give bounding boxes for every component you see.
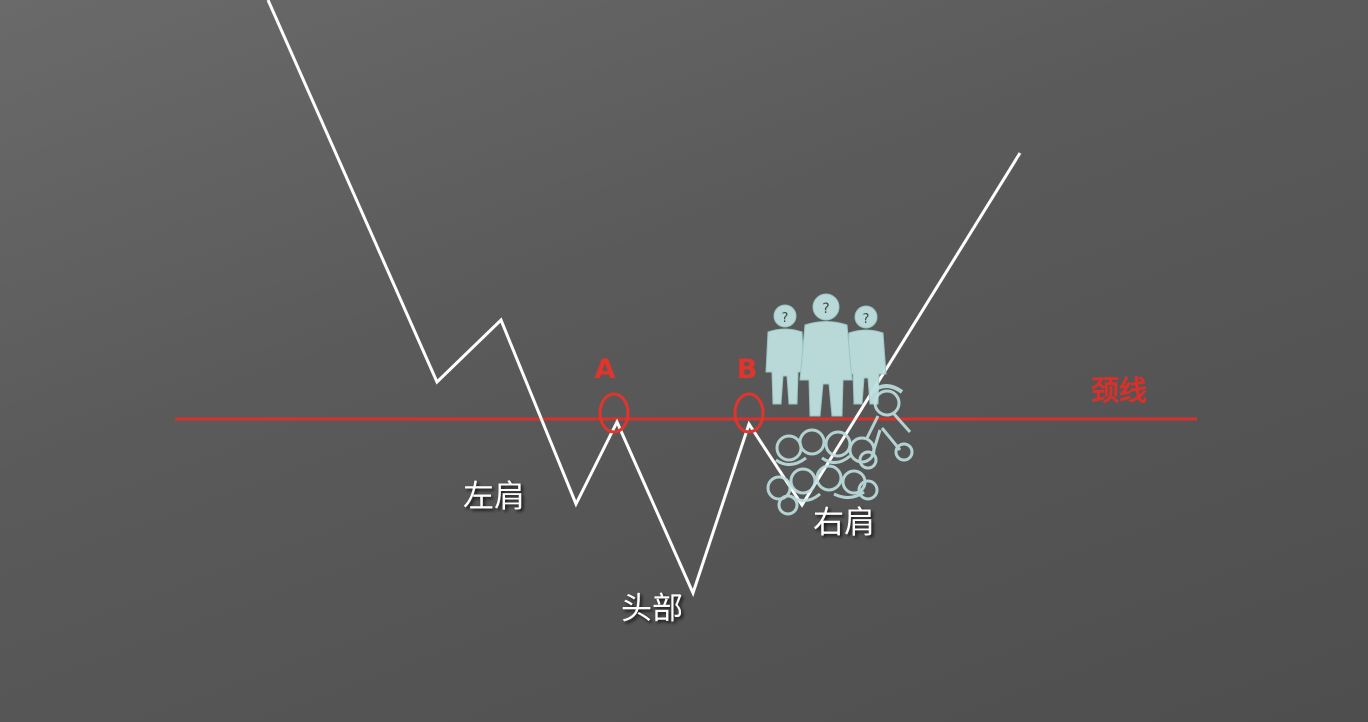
person-center-icon: ?: [799, 293, 853, 417]
svg-text:?: ?: [782, 311, 789, 326]
svg-text:?: ?: [822, 301, 829, 317]
svg-text:?: ?: [863, 312, 870, 327]
person-left-icon: ?: [765, 304, 805, 405]
leading-runner-icon: [858, 384, 914, 470]
neckline-label: 颈线: [1091, 374, 1147, 407]
marker-b-circle: [733, 392, 765, 434]
head-label: 头部: [621, 591, 683, 627]
running-crowd-icon: [766, 384, 914, 516]
left-shoulder-label: 左肩: [463, 479, 525, 515]
price-line: [266, 0, 1022, 598]
marker-a-circle: [598, 392, 630, 434]
person-right-icon: ?: [846, 305, 887, 405]
crowd-with-questions-icon: ? ? ?: [765, 293, 887, 417]
right-shoulder-label: 右肩: [813, 505, 875, 541]
marker-b-label: B: [737, 354, 758, 385]
marker-a-label: A: [595, 354, 616, 385]
